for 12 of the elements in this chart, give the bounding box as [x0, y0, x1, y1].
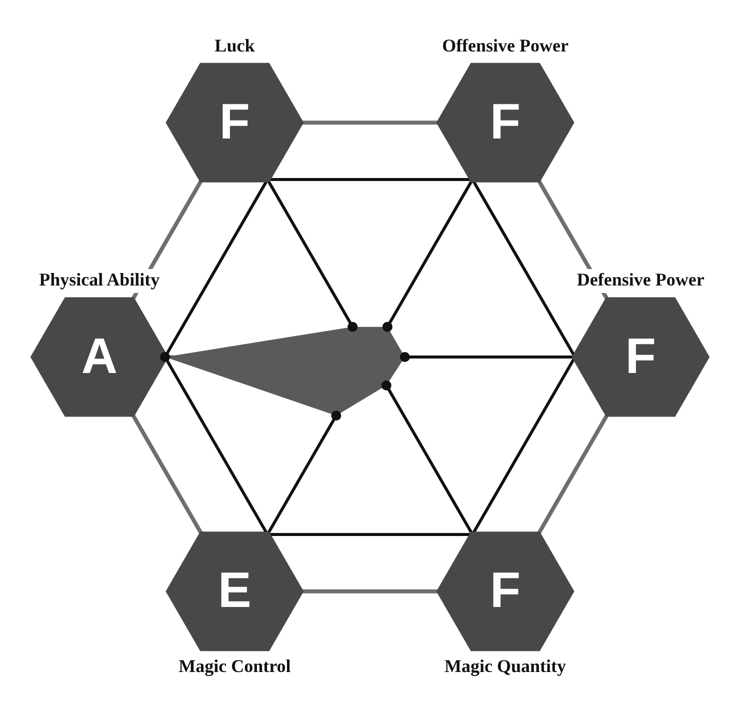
text: F: [490, 562, 521, 618]
text: F: [490, 93, 521, 150]
spoke-label: Offensive Power: [442, 35, 569, 56]
text: F: [625, 328, 656, 384]
spoke-label: Defensive Power: [576, 270, 704, 290]
text: E: [218, 562, 252, 618]
spoke-label: Luck: [214, 35, 255, 56]
text: A: [81, 328, 118, 384]
spoke-label: Magic Quantity: [444, 656, 566, 676]
spoke-label: Physical Ability: [39, 270, 160, 290]
spoke-label: Magic Control: [178, 656, 291, 676]
text: F: [219, 93, 250, 150]
